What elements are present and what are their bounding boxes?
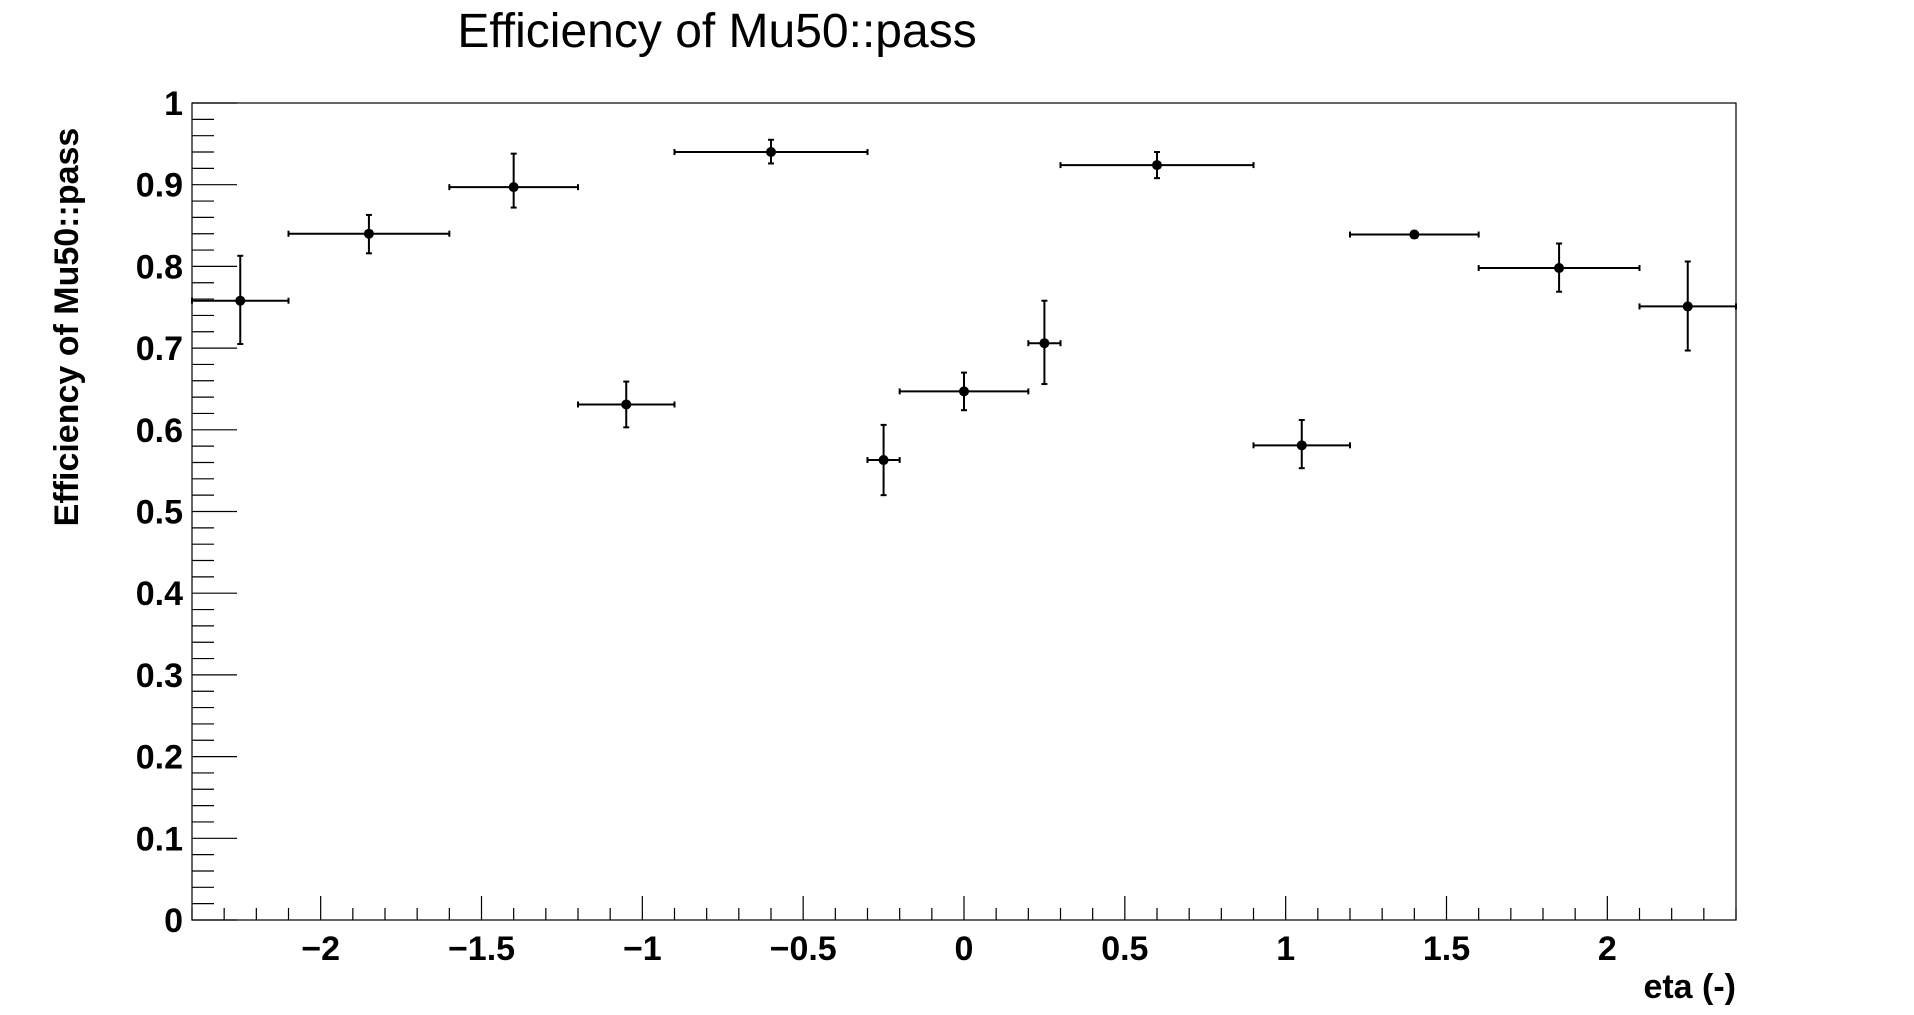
y-tick-label: 0: [164, 902, 183, 940]
data-point: [287, 213, 451, 255]
point-marker: [1554, 263, 1565, 274]
point-marker: [621, 399, 632, 410]
data-point: [1059, 151, 1255, 180]
data-point: [898, 371, 1030, 412]
y-tick-label: 0.3: [136, 657, 183, 695]
data-point: [1252, 418, 1351, 470]
chart-title: Efficiency of Mu50::pass: [457, 5, 976, 58]
x-tick-label: 0.5: [1101, 930, 1148, 968]
y-tick-label: 0.1: [136, 820, 183, 858]
data-point: [577, 380, 676, 429]
x-tick-label: 0: [955, 930, 974, 968]
x-axis: −2 −1.5 −1 −0.5 0 0.5 1 1.5 2: [191, 896, 1737, 968]
data-point: [448, 152, 579, 209]
point-marker: [508, 182, 519, 193]
y-axis-label: Efficiency of Mu50::pass: [48, 128, 86, 527]
y-axis: 0 0.1 0.2 0.3 0.4 0.5 0.6 0.7 0.8 0.9 1: [136, 85, 237, 940]
x-tick-label: 2: [1598, 930, 1617, 968]
x-axis-label: eta (-): [1643, 968, 1736, 1006]
point-marker: [766, 147, 776, 158]
data-point: [1349, 229, 1480, 240]
plot-frame: [191, 102, 1737, 921]
x-tick-label: 1: [1276, 930, 1295, 968]
point-marker: [1682, 301, 1693, 312]
x-tick-label: −1.5: [448, 930, 515, 968]
data-point: [191, 254, 290, 346]
y-tick-label: 1: [164, 85, 183, 123]
y-tick-label: 0.4: [136, 575, 183, 613]
x-tick-label: −2: [301, 930, 340, 968]
data-point: [673, 138, 869, 165]
data-point: [1477, 242, 1641, 293]
data-point: [1027, 299, 1062, 386]
point-marker: [1152, 160, 1162, 171]
point-marker: [1039, 338, 1050, 349]
y-tick-label: 0.9: [136, 167, 183, 205]
data-point: [866, 423, 901, 497]
y-tick-label: 0.5: [136, 494, 183, 532]
data-point: [1638, 260, 1737, 352]
y-tick-label: 0.6: [136, 412, 183, 450]
point-marker: [235, 295, 246, 306]
y-tick-label: 0.2: [136, 739, 183, 777]
point-marker: [1296, 440, 1307, 451]
y-tick-label: 0.8: [136, 248, 183, 286]
point-marker: [959, 386, 969, 397]
point-marker: [363, 228, 374, 239]
x-tick-label: 1.5: [1423, 930, 1470, 968]
y-tick-label: 0.7: [136, 330, 183, 368]
x-tick-label: −1: [623, 930, 662, 968]
point-marker: [1409, 229, 1420, 240]
point-marker: [878, 455, 889, 466]
data-points: [191, 138, 1737, 497]
x-tick-label: −0.5: [770, 930, 837, 968]
